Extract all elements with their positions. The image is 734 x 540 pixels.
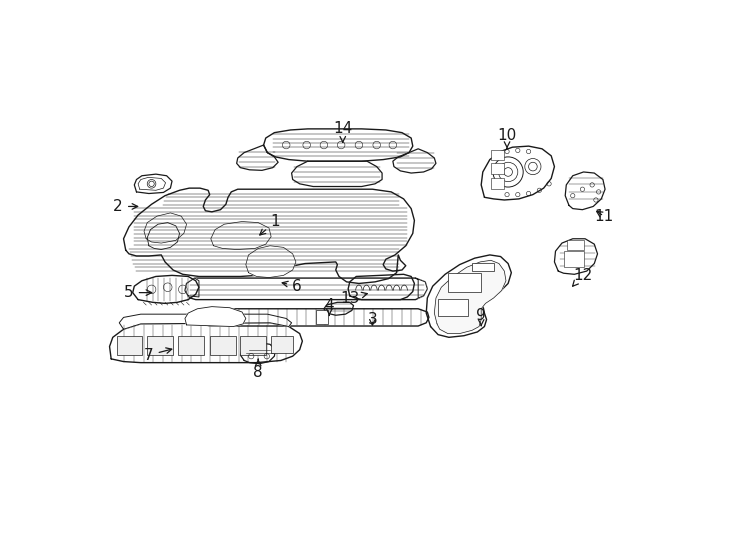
Polygon shape — [324, 302, 354, 315]
Polygon shape — [246, 246, 296, 278]
Polygon shape — [109, 323, 302, 363]
FancyBboxPatch shape — [148, 336, 173, 355]
FancyBboxPatch shape — [117, 336, 142, 355]
Polygon shape — [393, 149, 436, 173]
Polygon shape — [264, 129, 413, 161]
FancyBboxPatch shape — [491, 178, 504, 189]
Polygon shape — [134, 174, 172, 193]
Text: 8: 8 — [253, 359, 263, 380]
Polygon shape — [185, 278, 199, 297]
Polygon shape — [211, 221, 271, 249]
Polygon shape — [435, 260, 506, 334]
Text: 6: 6 — [282, 279, 302, 294]
FancyBboxPatch shape — [438, 299, 468, 316]
Polygon shape — [144, 213, 186, 243]
FancyBboxPatch shape — [491, 164, 504, 174]
Text: 12: 12 — [573, 268, 592, 286]
Text: 11: 11 — [595, 208, 614, 224]
FancyBboxPatch shape — [472, 263, 493, 271]
Text: 9: 9 — [476, 308, 486, 326]
FancyBboxPatch shape — [178, 336, 204, 355]
Polygon shape — [138, 177, 166, 190]
Text: 10: 10 — [498, 128, 517, 148]
FancyBboxPatch shape — [564, 251, 584, 267]
Polygon shape — [185, 307, 246, 327]
FancyBboxPatch shape — [567, 240, 584, 249]
Polygon shape — [197, 309, 429, 326]
Polygon shape — [241, 343, 275, 364]
Polygon shape — [482, 146, 554, 200]
FancyBboxPatch shape — [448, 273, 482, 292]
Polygon shape — [148, 222, 180, 249]
FancyBboxPatch shape — [491, 150, 504, 160]
Polygon shape — [348, 274, 415, 300]
Polygon shape — [123, 188, 415, 284]
FancyBboxPatch shape — [316, 310, 327, 324]
Polygon shape — [291, 161, 382, 186]
FancyBboxPatch shape — [241, 336, 266, 355]
Text: 2: 2 — [113, 199, 138, 214]
Polygon shape — [133, 275, 199, 303]
Text: 7: 7 — [144, 348, 172, 362]
FancyBboxPatch shape — [271, 336, 293, 354]
Text: 1: 1 — [260, 214, 280, 235]
Polygon shape — [415, 278, 427, 298]
Text: 13: 13 — [340, 291, 367, 306]
Polygon shape — [565, 172, 605, 210]
Polygon shape — [236, 145, 278, 170]
Polygon shape — [554, 239, 597, 274]
Polygon shape — [119, 314, 291, 329]
Text: 5: 5 — [124, 285, 152, 300]
FancyBboxPatch shape — [210, 336, 236, 355]
Polygon shape — [185, 278, 427, 300]
Text: 14: 14 — [333, 122, 352, 143]
Polygon shape — [426, 255, 512, 338]
Text: 4: 4 — [324, 298, 334, 315]
Text: 3: 3 — [368, 312, 377, 327]
